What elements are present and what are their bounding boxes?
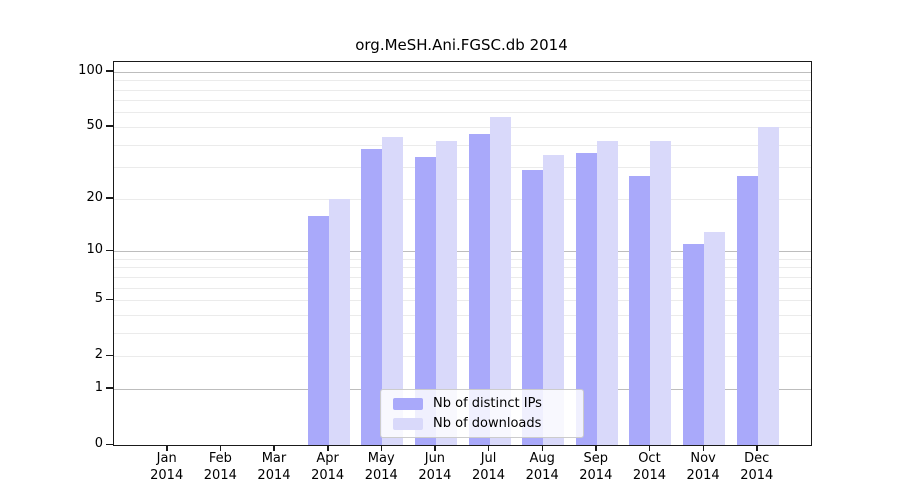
x-tick-mark-apr (327, 445, 329, 451)
legend-swatch-1 (393, 417, 423, 430)
x-tick-mark-jul (488, 445, 490, 451)
gridline-50 (114, 126, 811, 128)
gridline-9 (114, 258, 811, 260)
y-tick-mark-0 (106, 443, 113, 445)
x-tick-label-may: May 2014 (364, 451, 398, 483)
x-tick-mark-dec (756, 445, 758, 451)
x-tick-label-aug: Aug 2014 (525, 451, 559, 483)
legend-label-0: Nb of distinct IPs (433, 396, 542, 411)
gridline-100 (114, 71, 811, 73)
y-tick-label-1: 1 (94, 379, 103, 395)
x-tick-label-nov: Nov 2014 (686, 451, 720, 483)
x-tick-label-mar: Mar 2014 (257, 451, 291, 483)
y-tick-label-100: 100 (78, 62, 103, 78)
x-tick-mark-mar (273, 445, 275, 451)
chart-title: org.MeSH.Ani.FGSC.db 2014 (355, 36, 568, 54)
gridline-80 (114, 89, 811, 91)
bar-downloads-aug (543, 155, 565, 445)
x-tick-label-jan: Jan 2014 (150, 451, 184, 483)
y-tick-label-5: 5 (94, 291, 103, 307)
gridline-90 (114, 80, 811, 82)
gridline-30 (114, 167, 811, 169)
bar-distinct-ips-aug (522, 169, 544, 445)
bar-distinct-ips-jul (468, 133, 490, 445)
x-tick-label-feb: Feb 2014 (203, 451, 237, 483)
x-tick-mark-oct (648, 445, 651, 451)
bar-distinct-ips-may (361, 148, 383, 445)
plot-area (113, 61, 812, 446)
bar-distinct-ips-dec (736, 175, 758, 445)
gridline-6 (114, 287, 811, 289)
bar-distinct-ips-jun (414, 157, 436, 445)
y-tick-mark-50 (106, 125, 113, 127)
gridline-3 (114, 332, 811, 334)
legend-swatch-0 (393, 397, 423, 410)
x-tick-mark-sep (595, 445, 597, 451)
y-tick-mark-10 (106, 249, 113, 251)
y-tick-mark-100 (106, 70, 113, 72)
bar-downloads-dec (757, 127, 779, 445)
y-tick-mark-20 (106, 197, 113, 199)
legend: Nb of distinct IPs Nb of downloads (380, 389, 584, 438)
bar-downloads-may (382, 137, 404, 445)
bar-downloads-sep (596, 140, 618, 445)
bar-downloads-jun (435, 140, 457, 445)
x-tick-label-dec: Dec 2014 (740, 451, 774, 483)
x-tick-label-sep: Sep 2014 (579, 451, 613, 483)
x-tick-label-oct: Oct 2014 (632, 451, 666, 483)
bar-downloads-nov (704, 231, 726, 445)
gridline-20 (114, 198, 811, 200)
x-tick-mark-jan (166, 445, 168, 451)
bar-downloads-oct (650, 140, 672, 445)
y-tick-label-0: 0 (94, 436, 103, 451)
gridline-8 (114, 267, 811, 269)
gridline-10 (114, 251, 811, 253)
gridline-7 (114, 276, 811, 278)
y-tick-mark-1 (106, 387, 113, 389)
bar-distinct-ips-sep (575, 152, 597, 445)
x-tick-mark-jun (434, 445, 436, 451)
gridline-5 (114, 300, 811, 302)
legend-item-0: Nb of distinct IPs (389, 396, 575, 411)
x-tick-mark-may (380, 445, 383, 451)
y-tick-label-10: 10 (86, 242, 103, 258)
legend-item-1: Nb of downloads (389, 416, 575, 431)
bar-downloads-jul (489, 116, 511, 445)
gridline-4 (114, 314, 811, 316)
x-tick-label-apr: Apr 2014 (311, 451, 345, 483)
legend-label-1: Nb of downloads (433, 416, 542, 431)
y-tick-label-50: 50 (86, 117, 103, 133)
bar-distinct-ips-nov (683, 244, 705, 445)
x-tick-label-jun: Jun 2014 (418, 451, 452, 483)
bar-distinct-ips-oct (629, 175, 651, 445)
x-tick-mark-nov (702, 445, 704, 451)
x-tick-mark-aug (541, 445, 544, 451)
y-tick-label-20: 20 (86, 189, 103, 205)
y-tick-label-2: 2 (94, 347, 103, 363)
gridline-2 (114, 356, 811, 358)
bar-downloads-apr (328, 198, 350, 445)
bar-distinct-ips-apr (307, 215, 329, 445)
gridline-60 (114, 112, 811, 114)
gridline-70 (114, 100, 811, 102)
gridline-40 (114, 144, 811, 146)
x-tick-label-jul: Jul 2014 (471, 451, 506, 483)
y-tick-mark-5 (106, 298, 113, 300)
x-tick-mark-feb (219, 445, 222, 451)
y-tick-mark-2 (106, 354, 113, 357)
